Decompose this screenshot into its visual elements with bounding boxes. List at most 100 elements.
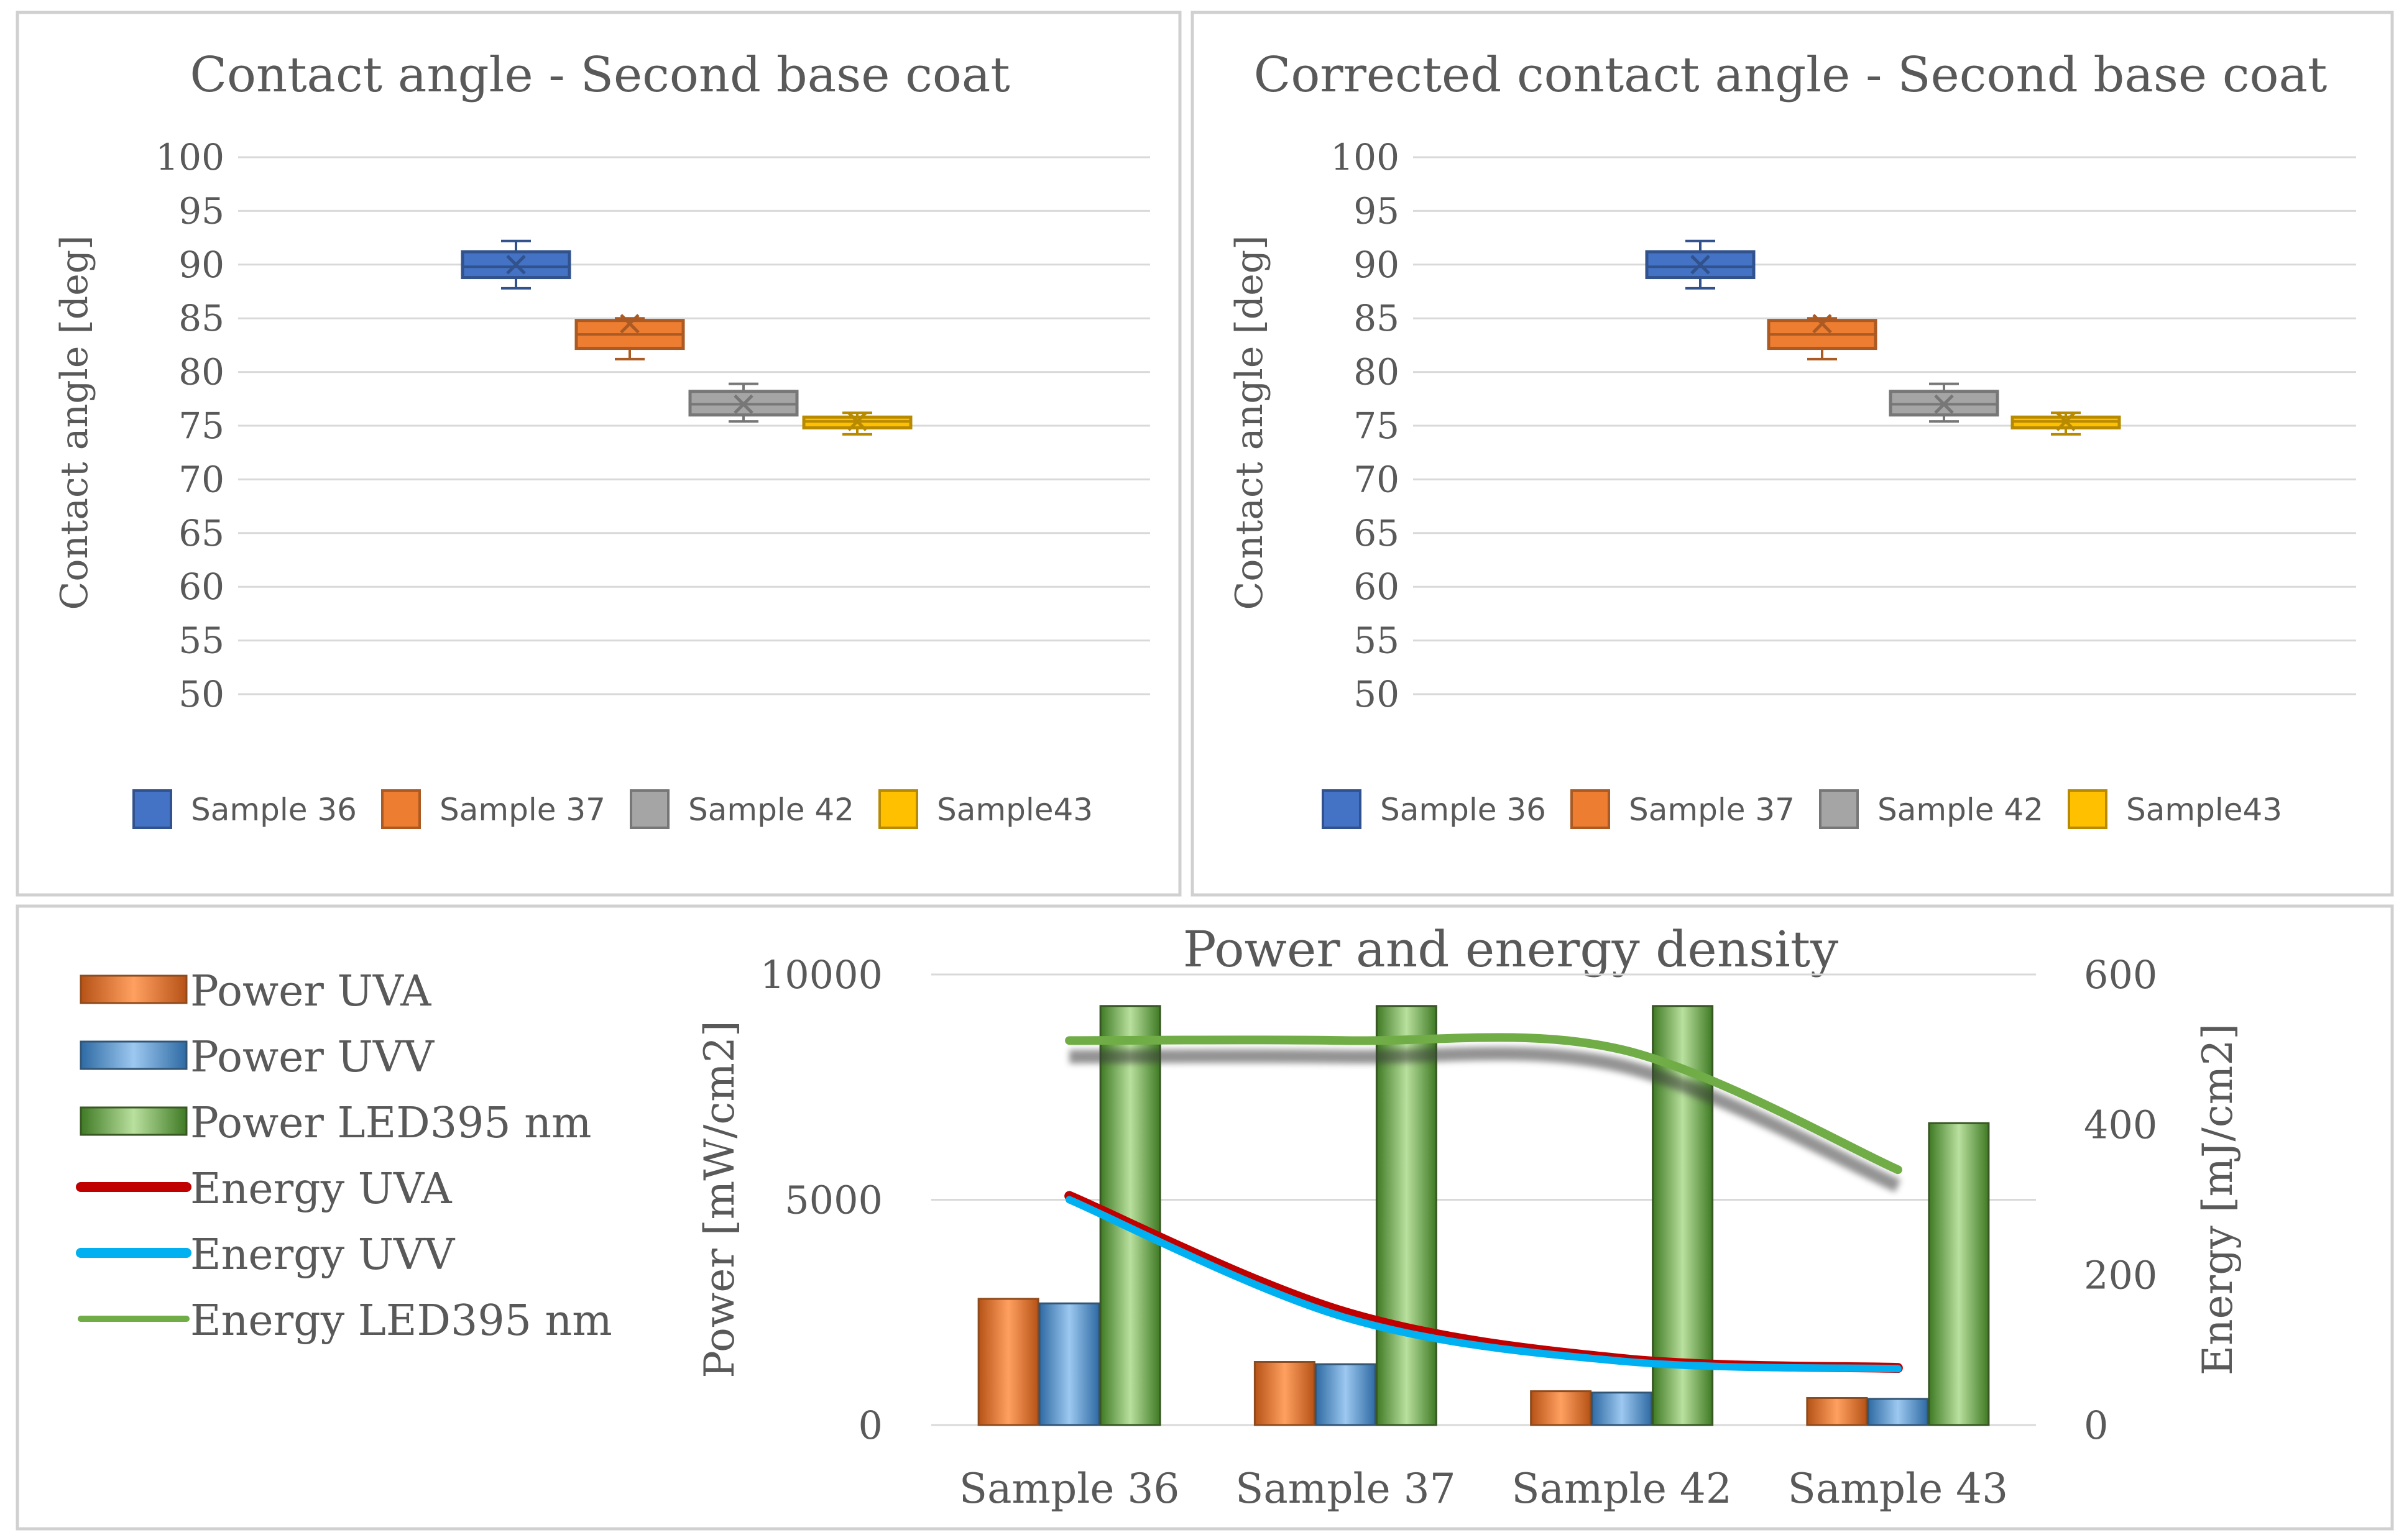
chart1-gridlines	[238, 156, 1150, 695]
mean-marker	[734, 394, 753, 415]
mean-marker	[1690, 255, 1710, 275]
bar-power-uvv	[1038, 1302, 1100, 1426]
y-tick-label: 60	[1353, 566, 1399, 608]
chart2-title: Corrected contact angle - Second base co…	[1254, 47, 2328, 103]
line-energy-uva	[1064, 1191, 1903, 1373]
chart3-y2-tick-labels: 0 200 400 600	[2084, 952, 2157, 1448]
legend-swatch	[878, 789, 918, 829]
bar-power-uvv	[1314, 1363, 1376, 1426]
legend-item[interactable]: Power UVV	[80, 1033, 435, 1082]
legend-item[interactable]: Sample 36	[1322, 789, 1546, 829]
legend-label: Sample43	[937, 792, 1093, 828]
y-tick-label: 0	[859, 1403, 883, 1448]
legend-item[interactable]: Energy LED395 nm	[78, 1296, 612, 1345]
y-tick-label: 55	[178, 620, 224, 662]
y-tick-label: 10000	[760, 952, 883, 997]
contact-angle-chart: Contact angle - Second base coat Contact…	[53, 47, 1150, 829]
corrected-contact-angle-chart: Corrected contact angle - Second base co…	[1228, 47, 2356, 829]
legend-label: Power LED395 nm	[190, 1099, 592, 1148]
legend-swatch	[2068, 789, 2107, 829]
legend-swatch	[1819, 789, 1859, 829]
box-sample-42	[1889, 382, 1999, 423]
legend-label: Sample 42	[1877, 792, 2043, 828]
line-energy-uvv	[1066, 1196, 1902, 1373]
y-tick-label: 80	[178, 351, 224, 393]
bar-power-uva	[977, 1298, 1039, 1426]
box-sample43	[2010, 411, 2121, 436]
legend-label: Sample 42	[688, 792, 854, 828]
box-sample-37	[1767, 314, 1877, 360]
legend-swatch	[1570, 789, 1610, 829]
chart3-bars	[977, 1005, 1990, 1426]
bar-power-uva	[1253, 1361, 1315, 1426]
chart3-legend[interactable]: Power UVA Power UVV Power LED395 nm Energy …	[76, 967, 612, 1345]
y-tick-label: 90	[1353, 244, 1399, 286]
legend-swatch	[80, 974, 188, 1004]
y-tick-label: 95	[1353, 190, 1399, 232]
panel-frame-1	[16, 11, 1182, 897]
chart1-title: Contact angle - Second base coat	[190, 47, 1010, 103]
legend-item[interactable]: Sample 36	[132, 789, 357, 829]
y-tick-label: 60	[178, 566, 224, 608]
legend-item[interactable]: Sample43	[878, 789, 1093, 829]
x-tick-label: Sample 36	[959, 1465, 1180, 1513]
y2-tick-label: 0	[2084, 1403, 2108, 1448]
chart3-x-tick-labels: Sample 36 Sample 37 Sample 42 Sample 43	[959, 1465, 2008, 1513]
chart1-boxes	[461, 239, 913, 436]
legend-swatch	[630, 789, 670, 829]
legend-item[interactable]: Sample 42	[1819, 789, 2043, 829]
legend-item[interactable]: Power UVA	[80, 967, 431, 1016]
legend-label: Sample 37	[440, 792, 606, 828]
legend-item[interactable]: Sample 42	[630, 789, 854, 829]
y-tick-label: 85	[178, 297, 224, 339]
y2-tick-label: 400	[2084, 1102, 2157, 1148]
chart3-y-tick-labels: 0 5000 10000	[760, 952, 883, 1448]
legend-item[interactable]: Energy UVV	[76, 1231, 456, 1280]
chart2-gridlines	[1413, 156, 2356, 695]
legend-item[interactable]: Sample 37	[381, 789, 606, 829]
chart3-y2label: Energy [mJ/cm2]	[2194, 1024, 2242, 1375]
chart1-legend[interactable]: Sample 36 Sample 37 Sample 42 Sample43	[132, 789, 1093, 829]
legend-label: Sample 36	[191, 792, 357, 828]
panel-frame-2	[1190, 11, 2394, 897]
legend-item[interactable]: Energy UVA	[76, 1165, 453, 1214]
y-tick-label: 95	[178, 190, 224, 232]
chart2-legend[interactable]: Sample 36 Sample 37 Sample 42 Sample43	[1322, 789, 2282, 829]
x-tick-label: Sample 37	[1235, 1465, 1456, 1513]
panel-frame-3	[16, 904, 2394, 1531]
mean-marker	[847, 411, 867, 431]
mean-marker	[506, 255, 526, 275]
bar-power-uva	[1806, 1397, 1868, 1426]
y-tick-label: 75	[1353, 405, 1399, 447]
legend-label: Energy UVV	[190, 1231, 456, 1280]
legend-label: Power UVV	[190, 1033, 435, 1082]
y-tick-label: 50	[178, 673, 224, 715]
legend-label: Energy LED395 nm	[190, 1296, 612, 1345]
y-tick-label: 70	[178, 458, 224, 500]
mean-marker	[620, 314, 640, 334]
mean-marker	[1812, 314, 1832, 334]
legend-swatch	[1322, 789, 1361, 829]
y-tick-label: 65	[1353, 512, 1399, 554]
y-tick-label: 100	[1330, 136, 1399, 178]
line-shadow	[1069, 1047, 1901, 1193]
legend-swatch	[80, 1106, 188, 1136]
chart3-title: Power and energy density	[1183, 920, 1838, 978]
chart3-lines	[1064, 1033, 1903, 1373]
legend-item[interactable]: Power LED395 nm	[80, 1099, 592, 1148]
y-tick-label: 5000	[785, 1178, 883, 1223]
legend-label: Sample 37	[1629, 792, 1795, 828]
legend-item[interactable]: Sample 37	[1570, 789, 1795, 829]
legend-swatch	[381, 789, 421, 829]
legend-item[interactable]: Sample43	[2068, 789, 2282, 829]
legend-label: Sample 36	[1380, 792, 1546, 828]
bar-power-uvv	[1867, 1398, 1929, 1426]
chart2-boxes	[1645, 239, 2121, 436]
bar-power-uvv	[1591, 1391, 1653, 1426]
y2-tick-label: 200	[2084, 1252, 2157, 1298]
bar-power-led395-nm	[1375, 1005, 1437, 1426]
x-tick-label: Sample 43	[1788, 1465, 2009, 1513]
y-tick-label: 90	[178, 244, 224, 286]
chart1-y-tick-labels: 100 95 90 85 80 75 70 65 60 55 50	[155, 136, 224, 715]
